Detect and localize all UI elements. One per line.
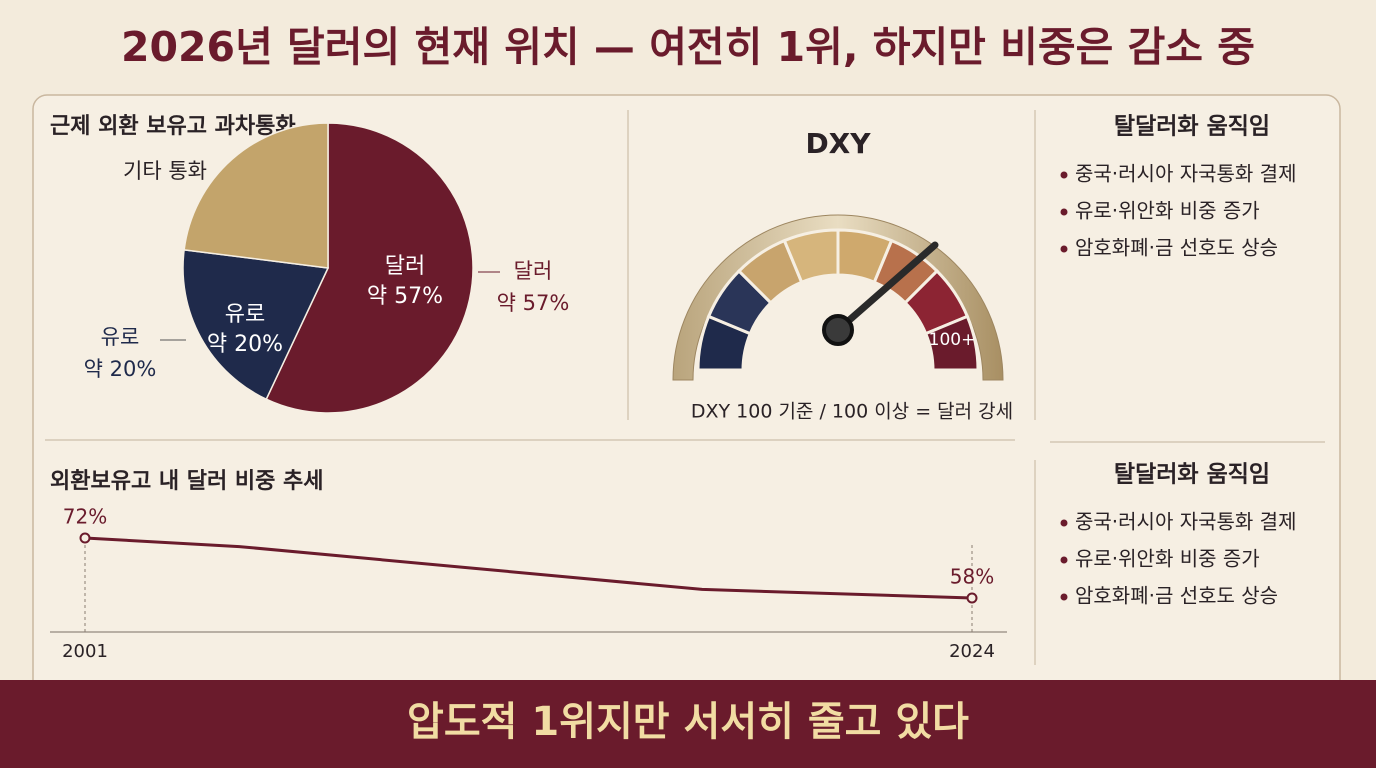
bullet	[1060, 556, 1068, 564]
outer-label: 달러	[514, 259, 553, 283]
slice-value-label: 약 20%	[207, 332, 283, 357]
panel-item: 암호화폐·금 선호도 상승	[1075, 236, 1278, 260]
gauge-needle	[834, 241, 939, 334]
bullet	[1060, 245, 1068, 253]
trend-line	[84, 536, 973, 600]
pie-slice	[265, 122, 474, 414]
point-marker	[79, 532, 91, 544]
panel-item: 암호화폐·금 선호도 상승	[1075, 584, 1278, 608]
bullet	[1060, 171, 1068, 179]
pie-title: 근제 외환 보유고 과차통화	[50, 114, 296, 139]
page-title: 2026년 달러의 현재 위치 — 여전히 1위, 하지만 비중은 감소 중	[121, 23, 1255, 71]
footer-band	[0, 680, 1376, 768]
dividers	[45, 110, 1325, 665]
gauge-title: DXY	[805, 127, 871, 160]
footer-text: 압도적 1위지만 서서히 줄고 있다	[407, 699, 969, 745]
line-chart: 2001 2024 72% 58%	[62, 505, 995, 663]
slice-label: 유로	[225, 302, 265, 327]
bullet	[1060, 519, 1068, 527]
panel-item: 중국·러시아 자국통화 결제	[1075, 510, 1296, 534]
outer-value-label: 약 57%	[497, 291, 570, 315]
pie-slice	[183, 122, 329, 269]
panel-item: 유로·위안화 비중 증가	[1075, 199, 1260, 223]
slice-value-label: 약 57%	[367, 284, 443, 309]
bullet	[1060, 208, 1068, 216]
panel-title: 탈달러화 움직임	[1114, 462, 1270, 488]
outer-value-label: 약 20%	[84, 357, 157, 381]
point-marker	[966, 592, 978, 604]
outer-label: 유로	[101, 325, 140, 349]
line-title: 외환보유고 내 달러 비중 추세	[50, 469, 324, 494]
gauge: DXY 100+ DXY 100 기준 / 100 이상 = 달러 강세	[672, 127, 1013, 423]
pie: 달러약 57%달러약 57%유로약 20%유로약 20%기타 통화	[84, 122, 570, 414]
panel-title: 탈달러화 움직임	[1114, 114, 1270, 140]
gauge-segment	[923, 314, 980, 372]
gauge-caption: DXY 100 기준 / 100 이상 = 달러 강세	[691, 401, 1013, 423]
point-label: 58%	[950, 565, 994, 589]
slice-label: 달러	[385, 254, 425, 279]
x-tick-label: 2024	[949, 641, 995, 662]
bullet	[1060, 593, 1068, 601]
point-label: 72%	[63, 505, 107, 529]
outer-label: 기타 통화	[123, 159, 207, 183]
gauge-label: 100+	[929, 330, 976, 350]
panel-item: 중국·러시아 자국통화 결제	[1075, 162, 1296, 186]
panel-item: 유로·위안화 비중 증가	[1075, 547, 1260, 571]
gauge-hub	[822, 314, 854, 346]
pie-slice	[182, 248, 330, 401]
x-tick-label: 2001	[62, 641, 108, 662]
